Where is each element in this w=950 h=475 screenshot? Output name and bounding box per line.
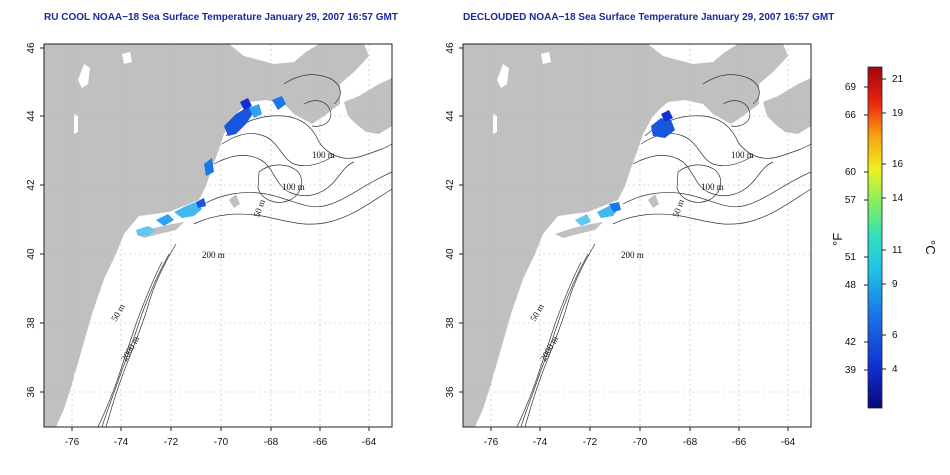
left-map-title: RU COOL NOAA−18 Sea Surface Temperature … xyxy=(44,12,398,23)
y-tick-label: 44 xyxy=(26,110,37,122)
right-map-title: DECLOUDED NOAA−18 Sea Surface Temperatur… xyxy=(463,12,835,23)
celsius-tick-label: 11 xyxy=(892,245,903,256)
fahrenheit-tick-label: 60 xyxy=(845,167,857,178)
left-map-panel: 100 m 100 m 50 m 200 m 50 m 2000 m xyxy=(44,44,392,427)
x-tick-label: -64 xyxy=(362,437,377,448)
fahrenheit-tick-label: 42 xyxy=(845,337,857,348)
x-tick-label: -74 xyxy=(533,437,548,448)
celsius-tick-label: 21 xyxy=(892,74,904,85)
celsius-tick-label: 19 xyxy=(892,108,904,119)
contour-label: 200 m xyxy=(202,250,225,260)
sst-patches-right xyxy=(575,110,675,226)
contour-label: 100 m xyxy=(312,150,335,160)
colorbar xyxy=(867,66,883,409)
y-tick-label: 46 xyxy=(26,42,37,54)
x-tick-label: -66 xyxy=(732,437,747,448)
fahrenheit-tick-label: 57 xyxy=(845,195,857,206)
x-tick-label: -76 xyxy=(65,437,80,448)
sst-patches-left xyxy=(136,96,286,236)
x-tick-label: -68 xyxy=(683,437,698,448)
right-map-panel: 100 m 100 m 50 m 200 m 50 m 2000 m xyxy=(463,44,811,427)
right-map-frame xyxy=(462,43,812,428)
fahrenheit-tick-label: 69 xyxy=(845,82,857,93)
contour-label: 100 m xyxy=(701,182,724,192)
y-tick-label: 38 xyxy=(445,317,456,329)
y-tick-label: 40 xyxy=(445,248,456,260)
x-tick-label: -74 xyxy=(114,437,129,448)
x-tick-label: -72 xyxy=(164,437,179,448)
celsius-tick-label: 14 xyxy=(892,193,904,204)
y-tick-label: 42 xyxy=(445,179,456,191)
x-tick-label: -66 xyxy=(313,437,328,448)
fahrenheit-tick-label: 48 xyxy=(845,280,857,291)
x-tick-label: -72 xyxy=(583,437,598,448)
y-tick-label: 36 xyxy=(26,386,37,398)
y-tick-label: 42 xyxy=(26,179,37,191)
left-map-frame xyxy=(43,43,393,428)
x-tick-label: -76 xyxy=(484,437,499,448)
celsius-tick-label: 6 xyxy=(892,330,898,341)
y-tick-label: 46 xyxy=(445,42,456,54)
celsius-tick-label: 4 xyxy=(892,364,898,375)
contour-label: 100 m xyxy=(282,182,305,192)
fahrenheit-tick-label: 51 xyxy=(845,252,857,263)
y-tick-label: 38 xyxy=(26,317,37,329)
x-tick-label: -68 xyxy=(264,437,279,448)
y-tick-label: 44 xyxy=(445,110,456,122)
x-tick-label: -70 xyxy=(633,437,648,448)
fahrenheit-tick-label: 39 xyxy=(845,365,857,376)
x-tick-label: -64 xyxy=(781,437,796,448)
contour-label: 200 m xyxy=(621,250,644,260)
celsius-unit-label: °C xyxy=(923,240,938,255)
y-tick-label: 40 xyxy=(26,248,37,260)
celsius-tick-label: 16 xyxy=(892,159,904,170)
x-tick-label: -70 xyxy=(214,437,229,448)
fahrenheit-unit-label: °F xyxy=(830,233,845,246)
y-tick-label: 36 xyxy=(445,386,456,398)
celsius-tick-label: 9 xyxy=(892,279,898,290)
contour-label: 100 m xyxy=(731,150,754,160)
fahrenheit-tick-label: 66 xyxy=(845,110,857,121)
